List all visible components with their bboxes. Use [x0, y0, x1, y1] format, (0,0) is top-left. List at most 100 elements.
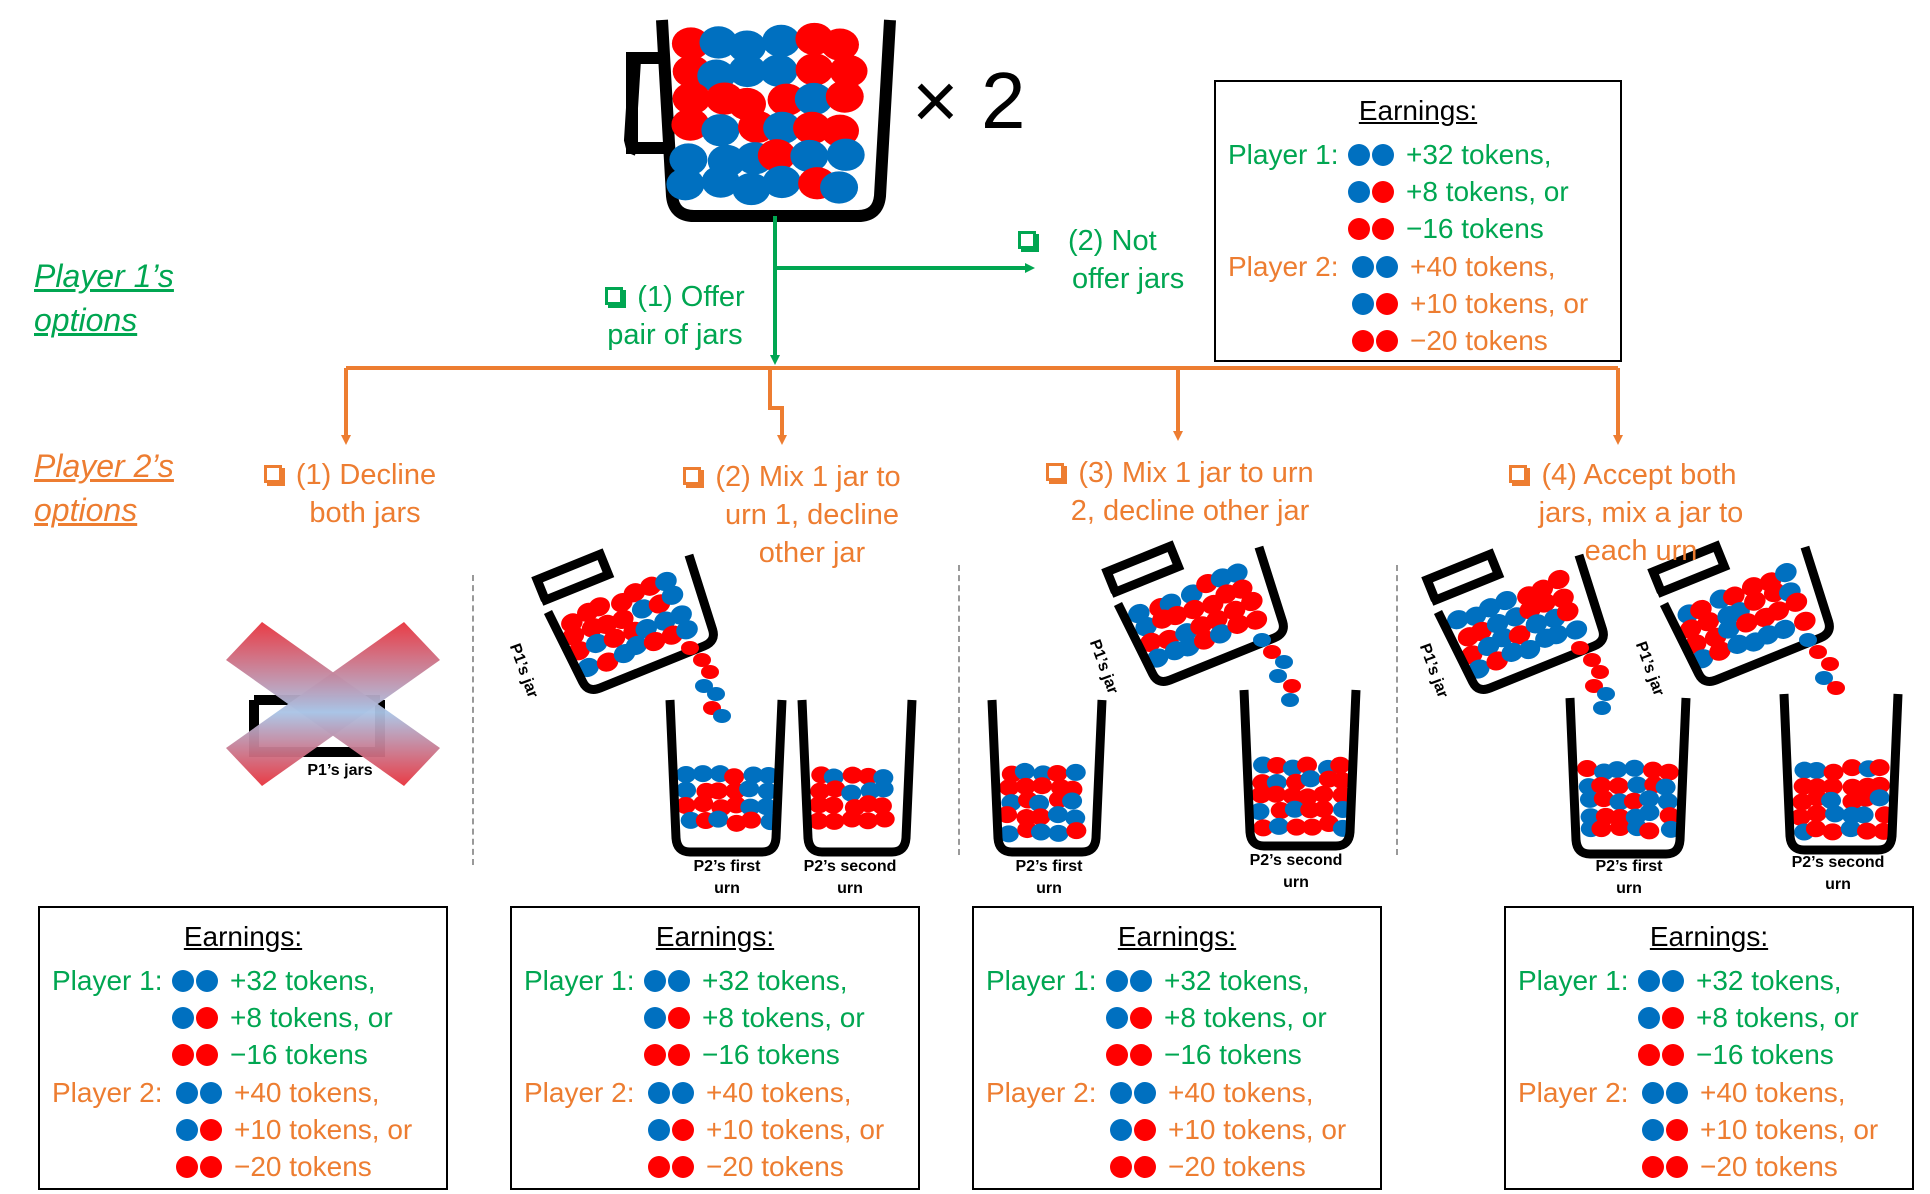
token [1741, 577, 1764, 597]
token [680, 811, 701, 829]
token [1065, 809, 1086, 827]
token [1825, 805, 1846, 823]
token [1869, 789, 1890, 807]
token [728, 54, 767, 88]
token [1182, 599, 1205, 620]
token [1763, 582, 1786, 603]
token [1869, 759, 1890, 777]
token [1525, 614, 1548, 634]
player2-earning-row: +10 tokens, or [234, 1114, 413, 1145]
token [643, 631, 666, 652]
token [1253, 756, 1274, 774]
urn [1779, 693, 1903, 855]
token [1032, 777, 1053, 795]
token [743, 766, 764, 784]
token [1727, 634, 1750, 654]
token [1446, 610, 1469, 630]
red-token-icon [1372, 218, 1394, 240]
pour-stream [681, 641, 731, 723]
checkbox-icon[interactable] [683, 467, 702, 485]
earnings-title: Earnings: [1358, 95, 1478, 126]
token [794, 82, 833, 116]
red-token-icon [1376, 293, 1398, 315]
p2-option-3: (3) Mix 1 jar to urn 2, decline other ja… [1030, 454, 1330, 530]
token [1210, 624, 1232, 644]
red-token-icon [672, 1119, 694, 1141]
token [1165, 605, 1188, 626]
token [1249, 803, 1270, 821]
token [1593, 790, 1614, 808]
red-token-icon [196, 1007, 218, 1029]
token [758, 766, 779, 784]
token [671, 108, 710, 141]
red-token-icon [1376, 330, 1398, 352]
pour-stream [1799, 633, 1845, 695]
token [1518, 639, 1541, 660]
red-token-icon [200, 1119, 222, 1141]
red-token-icon [1638, 1044, 1660, 1066]
player2-label: Player 2: [52, 1077, 163, 1108]
player1-earning-row: +8 tokens, or [1696, 1002, 1859, 1033]
decline-x-icon [226, 622, 440, 786]
token [1805, 820, 1826, 838]
token [1267, 756, 1288, 774]
token [708, 810, 729, 828]
token [1330, 756, 1351, 774]
token [1180, 584, 1203, 604]
token [1565, 620, 1588, 640]
token [676, 766, 697, 784]
token [1580, 808, 1601, 826]
red-token-icon [1666, 1156, 1688, 1178]
token [1679, 619, 1702, 639]
token [1047, 806, 1068, 824]
token [1821, 791, 1842, 809]
checkbox-icon[interactable] [1018, 231, 1036, 249]
token [1065, 763, 1086, 781]
red-token-icon [644, 1044, 666, 1066]
player2-earning-row: −20 tokens [234, 1151, 372, 1182]
player1-earning-row: +32 tokens, [1696, 965, 1842, 996]
checkbox-icon[interactable] [263, 465, 282, 483]
token [1591, 820, 1612, 838]
token [1047, 764, 1068, 782]
token [1534, 593, 1556, 613]
player1-earning-row: +8 tokens, or [1406, 176, 1569, 207]
token [999, 779, 1020, 797]
player1-earning-row: −16 tokens [230, 1039, 368, 1070]
token [625, 635, 648, 656]
player2-earning-row: +40 tokens, [1700, 1077, 1846, 1108]
token [1790, 808, 1811, 826]
checkbox-icon[interactable] [605, 287, 624, 305]
urn [797, 699, 917, 857]
token [585, 633, 608, 654]
blue-token-icon [176, 1119, 198, 1141]
player2-earning-row: +10 tokens, or [1410, 288, 1589, 319]
token [767, 83, 806, 116]
token [1284, 800, 1305, 818]
top-jar [623, 19, 896, 222]
token [1470, 621, 1492, 642]
tilted-jar-icon [1647, 540, 1834, 686]
player2-earning-row: −20 tokens [706, 1151, 844, 1182]
blue-token-icon [1352, 293, 1374, 315]
token [1608, 777, 1629, 795]
token [1268, 817, 1289, 835]
checkbox-icon[interactable] [1509, 465, 1528, 483]
p1-jars-label: P1’s jars [307, 762, 373, 779]
red-token-icon [1130, 1044, 1152, 1066]
token [1642, 761, 1663, 779]
top-jar-tokens [666, 22, 868, 206]
player1-earning-row: −16 tokens [1696, 1039, 1834, 1070]
token [795, 53, 834, 86]
token [1610, 819, 1631, 837]
token [857, 812, 878, 830]
red-token-icon [1134, 1119, 1156, 1141]
token [762, 165, 801, 199]
token [842, 766, 863, 784]
earnings-box-option-4: Earnings: Player 1: Player 2: +32 tokens, +4… [1504, 906, 1914, 1190]
player2-arrows [341, 366, 1623, 445]
earnings-title: Earnings: [1649, 921, 1769, 952]
token [841, 810, 862, 828]
checkbox-icon[interactable] [1046, 463, 1065, 481]
token [701, 114, 740, 147]
